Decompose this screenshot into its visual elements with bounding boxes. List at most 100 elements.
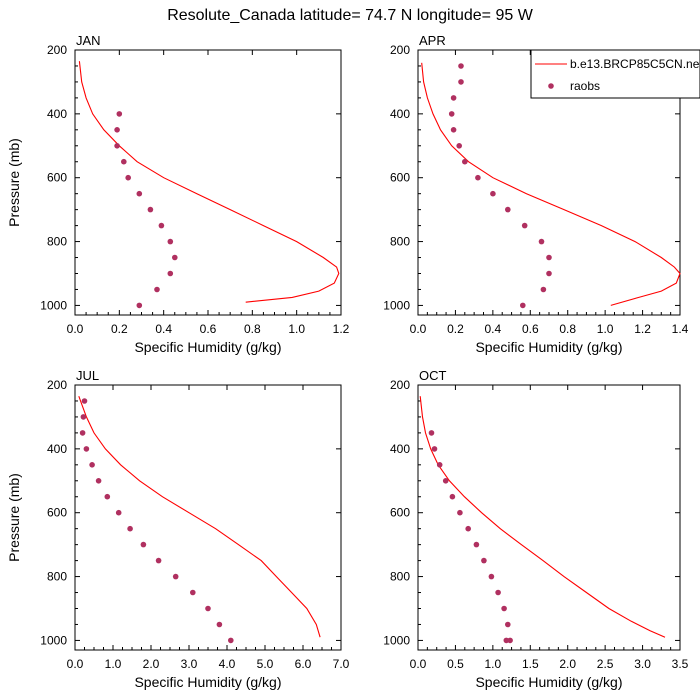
raobs-point: [125, 174, 131, 181]
x-tick-label: 2.0: [143, 657, 160, 671]
raobs-point: [450, 127, 457, 133]
x-axis-label: Specific Humidity (g/kg): [134, 674, 281, 690]
chart-panel-oct: OCT 0.0 0.5 1.0 1.5 2.0 2.5 3.0 3.5 200 400 600 800 1…: [383, 368, 688, 690]
x-tick-label: 1.2: [634, 322, 651, 336]
x-tick-label: 3.5: [672, 657, 689, 671]
x-tick-label: 0.0: [67, 657, 84, 671]
x-tick-label: 5.0: [257, 657, 274, 671]
raobs-point: [458, 63, 464, 69]
y-axis-label: Pressure (mb): [6, 473, 22, 562]
x-tick-label: 1.0: [288, 322, 305, 336]
raobs-point: [457, 509, 463, 516]
legend-raobs-label: raobs: [570, 79, 600, 93]
x-tick-label: 1.5: [522, 657, 539, 671]
raobs-point: [121, 158, 127, 165]
x-tick-label: 0.8: [244, 322, 261, 336]
y-tick-label: 200: [47, 43, 67, 57]
x-tick-label: 0.6: [200, 322, 217, 336]
raobs-point: [540, 286, 547, 293]
x-tick-label: 1.0: [597, 322, 614, 336]
panel-label: JAN: [76, 33, 101, 48]
x-tick-label: 0.4: [155, 322, 172, 336]
raobs-point: [190, 589, 196, 596]
raobs-point: [449, 493, 456, 500]
x-tick-label: 7.0: [333, 657, 350, 671]
x-axis-label: Specific Humidity (g/kg): [475, 339, 622, 355]
raobs-point: [79, 430, 86, 436]
x-tick-label: 4.0: [219, 657, 236, 671]
x-tick-label: 0.0: [410, 657, 427, 671]
raobs-point: [546, 270, 552, 277]
model-profile-line: [421, 62, 681, 306]
y-tick-label: 800: [390, 570, 410, 584]
y-tick-label: 800: [390, 235, 410, 249]
y-tick-label: 1000: [40, 633, 67, 647]
raobs-point: [136, 302, 143, 309]
x-tick-label: 1.0: [105, 657, 122, 671]
x-tick-label: 1.0: [485, 657, 502, 671]
raobs-point: [488, 573, 495, 580]
legend-box: [530, 49, 700, 99]
y-tick-label: 400: [390, 107, 410, 121]
x-axis-label: Specific Humidity (g/kg): [475, 674, 622, 690]
raobs-point: [89, 462, 95, 468]
panel-label: JUL: [76, 368, 99, 383]
raobs-point: [216, 621, 223, 628]
panel-label: OCT: [419, 368, 447, 383]
model-profile-line: [78, 396, 321, 638]
raobs-point: [167, 270, 174, 277]
raobs-point: [95, 478, 102, 484]
legend: b.e13.BRCP85C5CN.ne raobs: [530, 49, 700, 99]
y-axis-label: Pressure (mb): [6, 138, 22, 227]
raobs-point: [114, 127, 120, 133]
raobs-point: [465, 525, 472, 532]
x-tick-label: 0.5: [447, 657, 464, 671]
y-tick-label: 1000: [383, 633, 410, 647]
figure-title: Resolute_Canada latitude= 74.7 N longitu…: [167, 7, 533, 24]
raobs-point: [81, 398, 88, 404]
y-tick-label: 600: [47, 171, 67, 185]
raobs-point: [521, 222, 528, 229]
chart-panel-jul: JUL 0.0 1.0 2.0 3.0 4.0 5.0 6.0 7.0 200 400 600 800 1…: [6, 368, 350, 690]
raobs-point: [104, 493, 111, 500]
x-tick-label: 1.2: [333, 322, 350, 336]
x-tick-label: 1.4: [672, 322, 689, 336]
y-tick-label: 800: [47, 570, 67, 584]
x-tick-label: 2.5: [597, 657, 614, 671]
raobs-point: [205, 605, 211, 612]
raobs-point: [147, 206, 154, 213]
x-tick-label: 6.0: [295, 657, 312, 671]
raobs-point: [172, 254, 178, 261]
raobs-point: [495, 589, 501, 596]
y-tick-label: 200: [390, 43, 410, 57]
raobs-point: [114, 143, 120, 149]
y-tick-label: 600: [390, 506, 410, 520]
raobs-point: [450, 95, 457, 101]
plot-frame: [74, 49, 342, 316]
raobs-point: [490, 190, 496, 197]
raobs-point: [456, 143, 463, 149]
raobs-point: [458, 79, 464, 85]
raobs-point: [501, 605, 507, 612]
x-tick-label: 0.8: [559, 322, 576, 336]
y-tick-label: 600: [390, 171, 410, 185]
chart-panel-jan: JAN 0.0 0.2 0.4 0.6 0.8 1.0 1.2 200 400 600 800 1000…: [6, 33, 350, 355]
legend-point-swatch: [548, 83, 554, 89]
raobs-point: [115, 509, 122, 516]
raobs-point: [154, 286, 160, 293]
raobs-point: [473, 541, 480, 548]
x-axis-label: Specific Humidity (g/kg): [134, 339, 281, 355]
y-tick-label: 200: [390, 378, 410, 392]
x-tick-label: 0.0: [410, 322, 427, 336]
x-tick-label: 2.0: [559, 657, 576, 671]
raobs-point: [83, 446, 90, 452]
y-tick-label: 1000: [383, 298, 410, 312]
raobs-point: [228, 637, 234, 644]
x-tick-label: 0.4: [485, 322, 502, 336]
raobs-point: [136, 190, 143, 197]
y-tick-label: 400: [390, 442, 410, 456]
raobs-point: [436, 462, 443, 468]
x-tick-label: 0.6: [522, 322, 539, 336]
raobs-point: [155, 557, 162, 564]
